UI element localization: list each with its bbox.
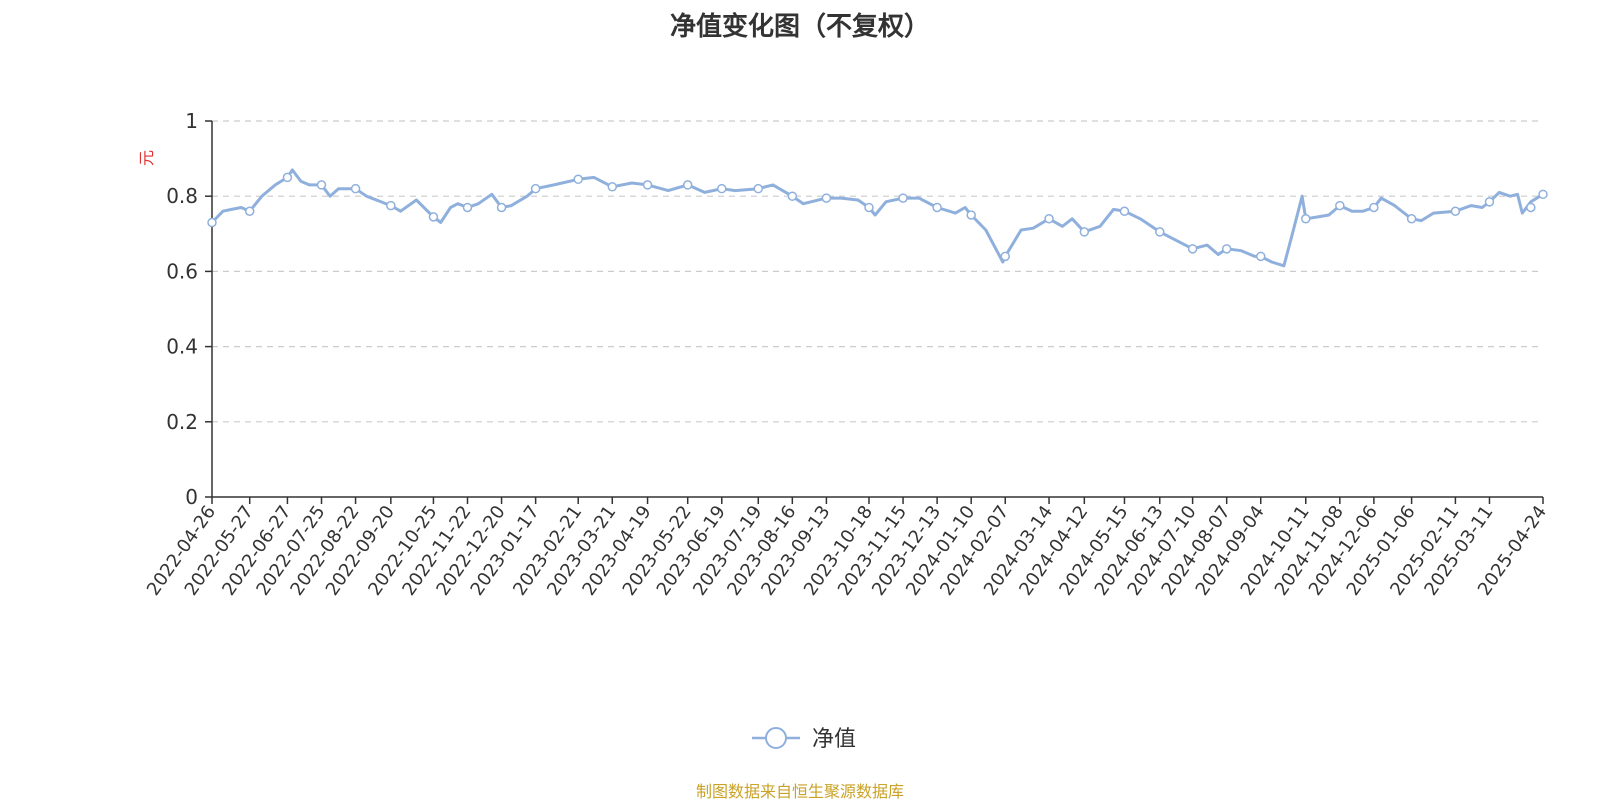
y-tick-label: 0.2 [166, 410, 198, 434]
data-point [1301, 214, 1311, 224]
legend[interactable]: 净值 [752, 727, 856, 752]
data-point [1119, 206, 1130, 216]
data-point [1369, 202, 1379, 213]
data-point [1255, 251, 1266, 262]
data-point [1155, 227, 1165, 237]
data-point [787, 191, 798, 201]
data-point [573, 174, 583, 185]
y-tick-label: 0.8 [166, 184, 198, 208]
data-point [244, 206, 255, 216]
series-line [210, 168, 1545, 268]
data-point [821, 193, 832, 203]
legend-marker-icon [765, 727, 787, 749]
series-layer [207, 168, 1548, 268]
data-point [1526, 202, 1536, 213]
data-point [1079, 227, 1090, 237]
data-point [717, 183, 727, 194]
y-tick-label: 0 [185, 485, 198, 509]
y-tick-label: 0.6 [166, 259, 198, 283]
data-point [966, 210, 976, 220]
data-point [932, 202, 942, 213]
data-point [1406, 214, 1417, 224]
data-point [1335, 200, 1345, 211]
data-point [496, 202, 507, 213]
data-point [1000, 251, 1010, 262]
data-point [1484, 197, 1495, 207]
data-point [1538, 189, 1548, 200]
data-point [898, 193, 908, 203]
data-point [864, 202, 874, 213]
y-axis-label: 元 [137, 150, 156, 166]
axes: 00.20.40.60.812022-04-262022-05-272022-0… [143, 109, 1551, 600]
data-point [386, 200, 396, 211]
data-point [1187, 244, 1198, 254]
data-point [462, 202, 473, 213]
data-point [607, 182, 618, 192]
grid-lines [212, 120, 1543, 423]
y-tick-label: 0.4 [166, 335, 198, 359]
data-point [1221, 244, 1232, 254]
y-tick-label: 1 [185, 109, 198, 133]
data-point [1450, 206, 1461, 216]
data-point [753, 183, 764, 194]
data-point [642, 180, 653, 190]
data-point [316, 180, 327, 190]
data-point [282, 172, 293, 183]
legend-label: 净值 [812, 727, 856, 752]
data-source-note: 制图数据来自恒生聚源数据库 [695, 782, 904, 801]
data-point [207, 217, 217, 228]
chart-title: 净值变化图（不复权） [669, 12, 930, 42]
data-point [428, 212, 439, 222]
data-point [350, 183, 361, 194]
data-point [1044, 214, 1054, 224]
data-point [530, 183, 541, 194]
data-point [682, 180, 693, 190]
